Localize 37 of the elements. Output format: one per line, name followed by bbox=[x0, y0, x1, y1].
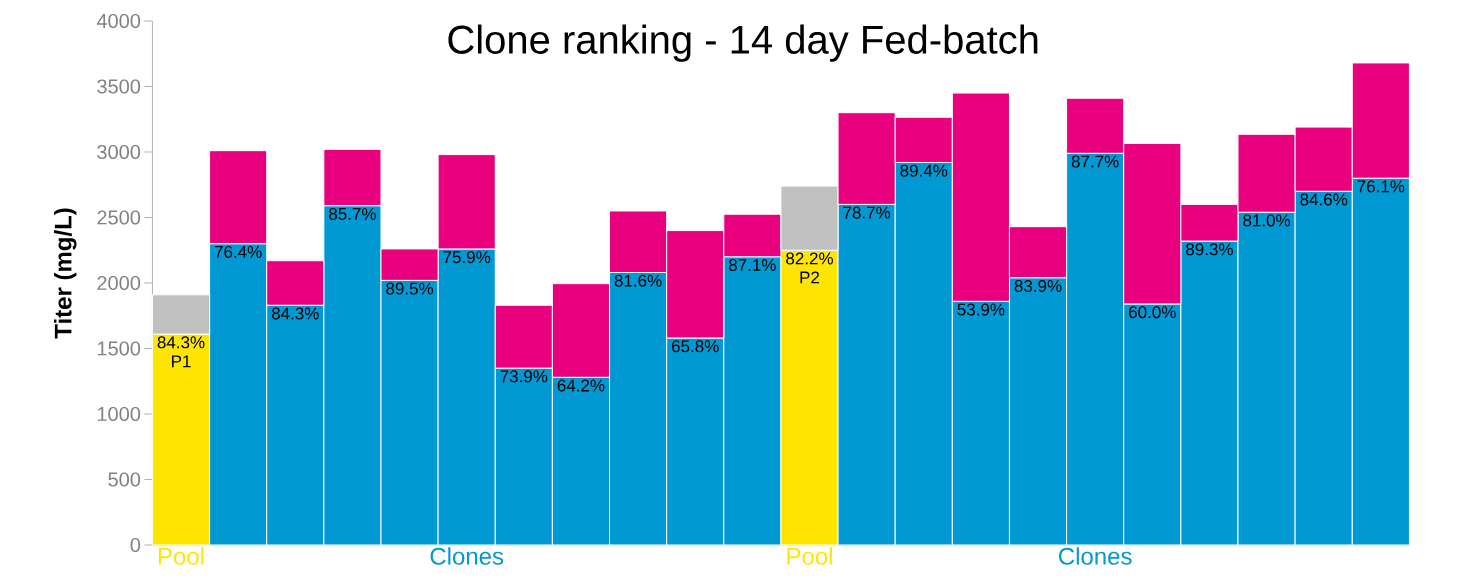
y-tick-label: 3000 bbox=[97, 144, 141, 160]
annotation: 64.2% bbox=[557, 379, 605, 392]
chart-title: Clone ranking - 14 day Fed-batch bbox=[448, 24, 1038, 62]
y-tick-label: 1500 bbox=[97, 341, 141, 356]
annotation: 89.4% bbox=[900, 164, 948, 177]
annotation: 75.9% bbox=[443, 251, 491, 264]
annotation: 87.1% bbox=[729, 258, 776, 272]
y-tick-label: 1000 bbox=[97, 406, 141, 422]
annotation: 76.1% bbox=[1357, 180, 1405, 193]
annotation: 89.3% bbox=[1186, 243, 1233, 256]
y-tick-label: 0 bbox=[130, 537, 141, 553]
annotation: 81.0% bbox=[1243, 214, 1291, 227]
annotation: 78.7% bbox=[843, 206, 891, 219]
annotation: 60.0% bbox=[1129, 306, 1176, 319]
annotation: 76.4% bbox=[214, 245, 262, 258]
y-tick-label: 2500 bbox=[97, 210, 141, 225]
annotation: 81.6% bbox=[614, 274, 662, 287]
annotation: 84.6% bbox=[1300, 193, 1348, 206]
annotation: 82.2% P2 bbox=[786, 252, 833, 284]
annotation: 73.9% bbox=[500, 370, 548, 383]
annotation: 53.9% bbox=[957, 303, 1005, 316]
x-tick-label: Clones bbox=[430, 547, 504, 565]
x-tick-label: Pool bbox=[787, 547, 832, 565]
annotation: 85.7% bbox=[329, 207, 376, 220]
y-tick-label: 2000 bbox=[97, 275, 141, 291]
annotation: 83.9% bbox=[1014, 279, 1062, 292]
y-tick-label: 500 bbox=[108, 472, 141, 487]
annotation: 84.3% P1 bbox=[157, 336, 205, 368]
annotation: 65.8% bbox=[671, 340, 719, 353]
annotation: 84.3% bbox=[271, 307, 319, 320]
x-tick-label: Pool bbox=[158, 547, 204, 565]
y-tick-label: 3500 bbox=[97, 79, 141, 94]
x-tick-label: Clones bbox=[1059, 547, 1132, 565]
y-tick-label: 4000 bbox=[96, 13, 141, 29]
annotation: 87.7% bbox=[1071, 155, 1119, 168]
y-axis-title: Titer (mg/L) bbox=[54, 208, 77, 339]
annotation: 89.5% bbox=[386, 282, 434, 295]
